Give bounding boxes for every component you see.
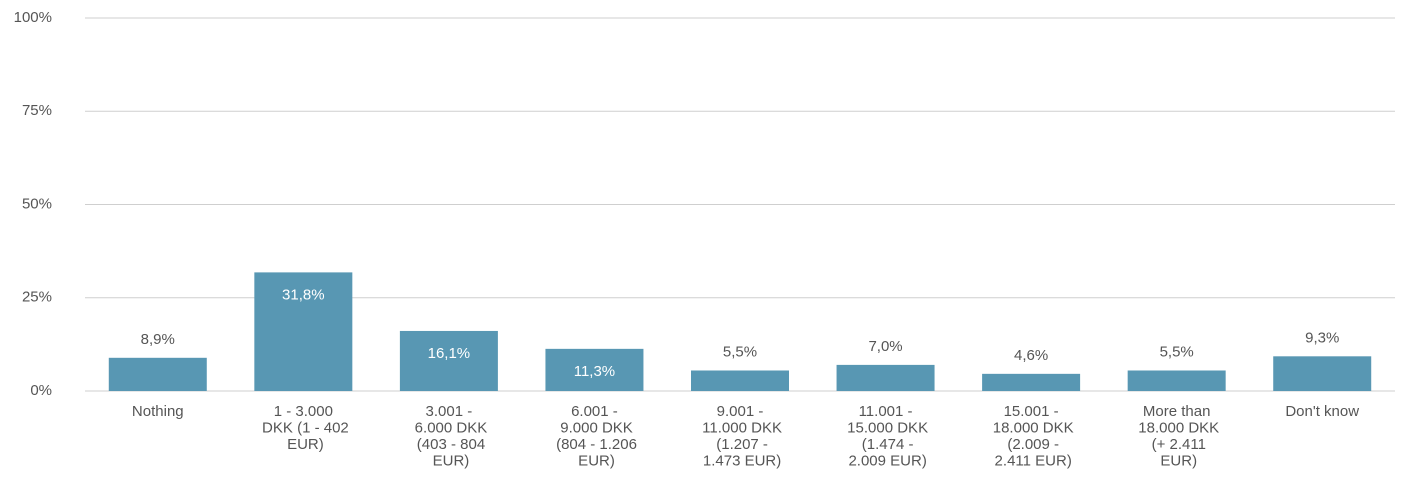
x-tick-label: Nothing <box>132 403 184 420</box>
x-tick-label: 1 - 3.000 DKK (1 - 402 EUR) <box>258 403 349 453</box>
y-tick-label: 0% <box>30 382 52 399</box>
bar <box>982 373 1081 391</box>
value-label: 9,3% <box>1305 329 1339 346</box>
bar <box>1127 370 1226 391</box>
x-tick-label: 11.001 - 15.000 DKK (1.474 - 2.009 EUR) <box>843 403 928 470</box>
x-tick-label: 9.001 - 11.000 DKK (1.207 - 1.473 EUR) <box>698 403 782 470</box>
value-label: 8,9% <box>141 331 175 348</box>
bar <box>108 357 207 391</box>
y-tick-label: 25% <box>22 289 52 306</box>
x-tick-label: 6.001 - 9.000 DKK (804 - 1.206 EUR) <box>552 403 637 470</box>
bar <box>545 348 644 391</box>
x-tick-label: 15.001 - 18.000 DKK (2.009 - 2.411 EUR) <box>989 403 1074 470</box>
value-label: 31,8% <box>282 286 325 303</box>
y-tick-label: 75% <box>22 102 52 119</box>
bar <box>836 364 935 391</box>
value-label: 5,5% <box>723 343 757 360</box>
value-label: 11,3% <box>574 363 615 380</box>
bar <box>691 370 789 391</box>
y-tick-label: 100% <box>14 9 52 26</box>
value-label: 16,1% <box>428 345 471 362</box>
bar <box>399 330 498 391</box>
value-label: 7,0% <box>868 338 902 355</box>
x-tick-label: More than 18.000 DKK (+ 2.411 EUR) <box>1134 403 1219 470</box>
value-label: 4,6% <box>1014 347 1048 364</box>
x-tick-label: Don't know <box>1285 403 1359 420</box>
bar <box>1273 356 1372 391</box>
value-label: 5,5% <box>1160 343 1194 360</box>
bar <box>254 272 353 391</box>
y-tick-label: 50% <box>22 195 52 212</box>
x-tick-label: 3.001 - 6.000 DKK (403 - 804 EUR) <box>411 403 488 470</box>
